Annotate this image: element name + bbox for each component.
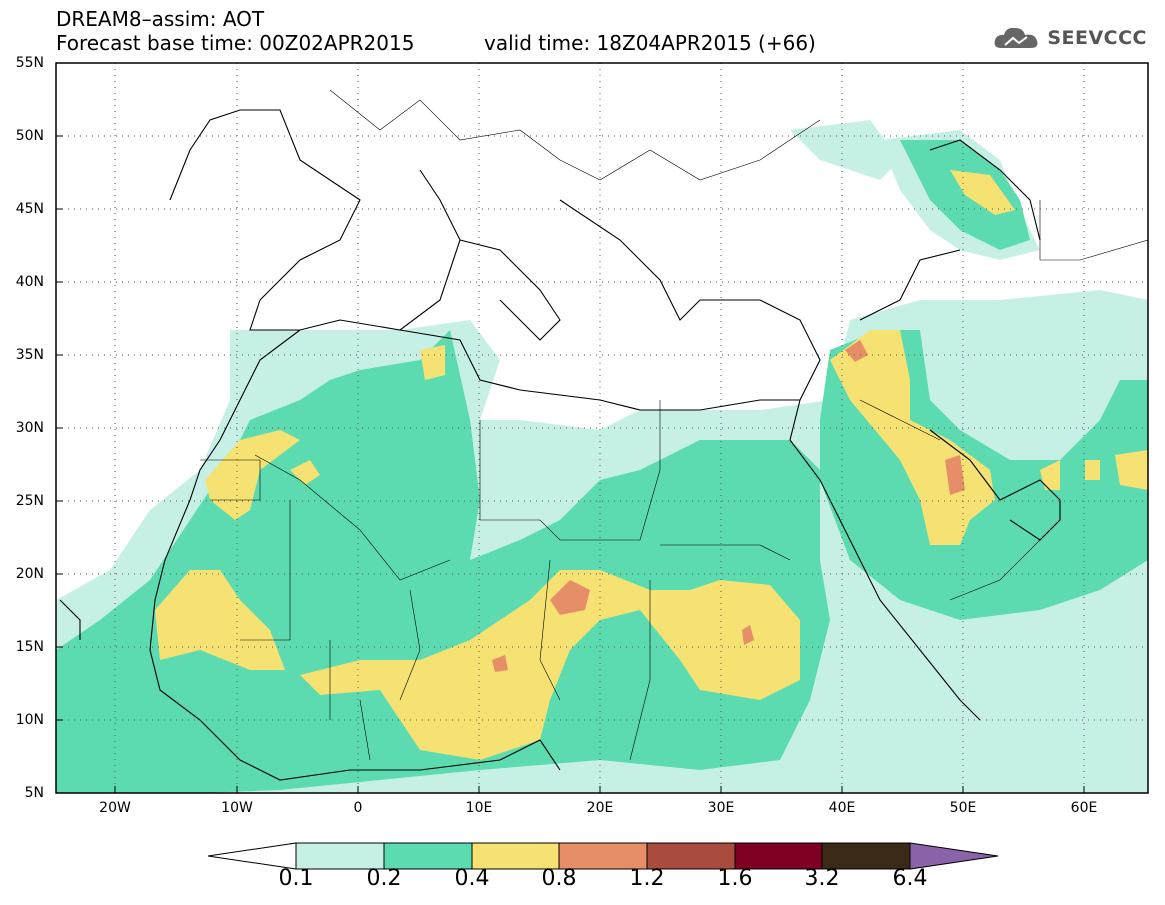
colorbar-label-0-8: 0.8 — [541, 866, 577, 891]
lat-label-30n: 30N — [15, 420, 44, 436]
lat-label-35n: 35N — [15, 347, 44, 363]
lon-label-40e: 40E — [828, 800, 856, 816]
colorbar-label-1-2: 1.2 — [629, 866, 665, 891]
colorbar-label-0-4: 0.4 — [454, 866, 490, 891]
aot-band-0-8 — [492, 340, 965, 672]
lon-label-20e: 20E — [586, 800, 614, 816]
lat-label-55n: 55N — [15, 55, 44, 71]
map-title: DREAM8–assim: AOT — [56, 7, 265, 31]
forecast-base-time: Forecast base time: 00Z02APR2015 — [56, 31, 415, 55]
colorbar-over-arrow — [909, 842, 999, 870]
coastlines — [59, 109, 1061, 781]
lat-label-10n: 10N — [15, 712, 44, 728]
colorbar-bin-7 — [821, 842, 911, 870]
lat-label-45n: 45N — [15, 201, 44, 217]
colorbar-label-1-6: 1.6 — [717, 866, 753, 891]
lon-label-50e: 50E — [949, 800, 977, 816]
aot-field — [56, 120, 1148, 793]
lon-label-0: 0 — [353, 800, 363, 816]
colorbar-label-6-4: 6.4 — [892, 866, 928, 891]
brand-name: SEEVCCC — [1047, 27, 1147, 49]
colorbar-bin-6 — [734, 842, 823, 870]
colorbar-bin-5 — [646, 842, 736, 870]
colorbar-bin-3 — [471, 842, 560, 870]
colorbar-bin-1 — [295, 842, 385, 870]
cloud-logo-icon — [994, 27, 1038, 48]
lon-label-10w: 10W — [221, 800, 253, 816]
lon-label-20w: 20W — [99, 800, 131, 816]
lon-label-30e: 30E — [707, 800, 735, 816]
colorbar — [207, 842, 999, 870]
lat-label-40n: 40N — [15, 274, 44, 290]
colorbar-bin-2 — [383, 842, 473, 870]
lat-label-50n: 50N — [15, 128, 44, 144]
lat-label-15n: 15N — [15, 639, 44, 655]
brand-logo: SEEVCCC — [993, 24, 1147, 52]
colorbar-label-3-2: 3.2 — [804, 866, 840, 891]
axis-ticks — [56, 135, 1085, 793]
lat-label-20n: 20N — [15, 566, 44, 582]
map-grid — [56, 63, 1148, 793]
country-borders — [200, 89, 1148, 761]
lat-label-25n: 25N — [15, 493, 44, 509]
lon-label-60e: 60E — [1070, 800, 1098, 816]
valid-time: valid time: 18Z04APR2015 (+66) — [484, 31, 816, 55]
lat-label-5n: 5N — [24, 785, 44, 801]
colorbar-label-0-2: 0.2 — [366, 866, 402, 891]
colorbar-bin-4 — [558, 842, 648, 870]
colorbar-label-0-1: 0.1 — [278, 866, 314, 891]
lon-label-10e: 10E — [465, 800, 493, 816]
